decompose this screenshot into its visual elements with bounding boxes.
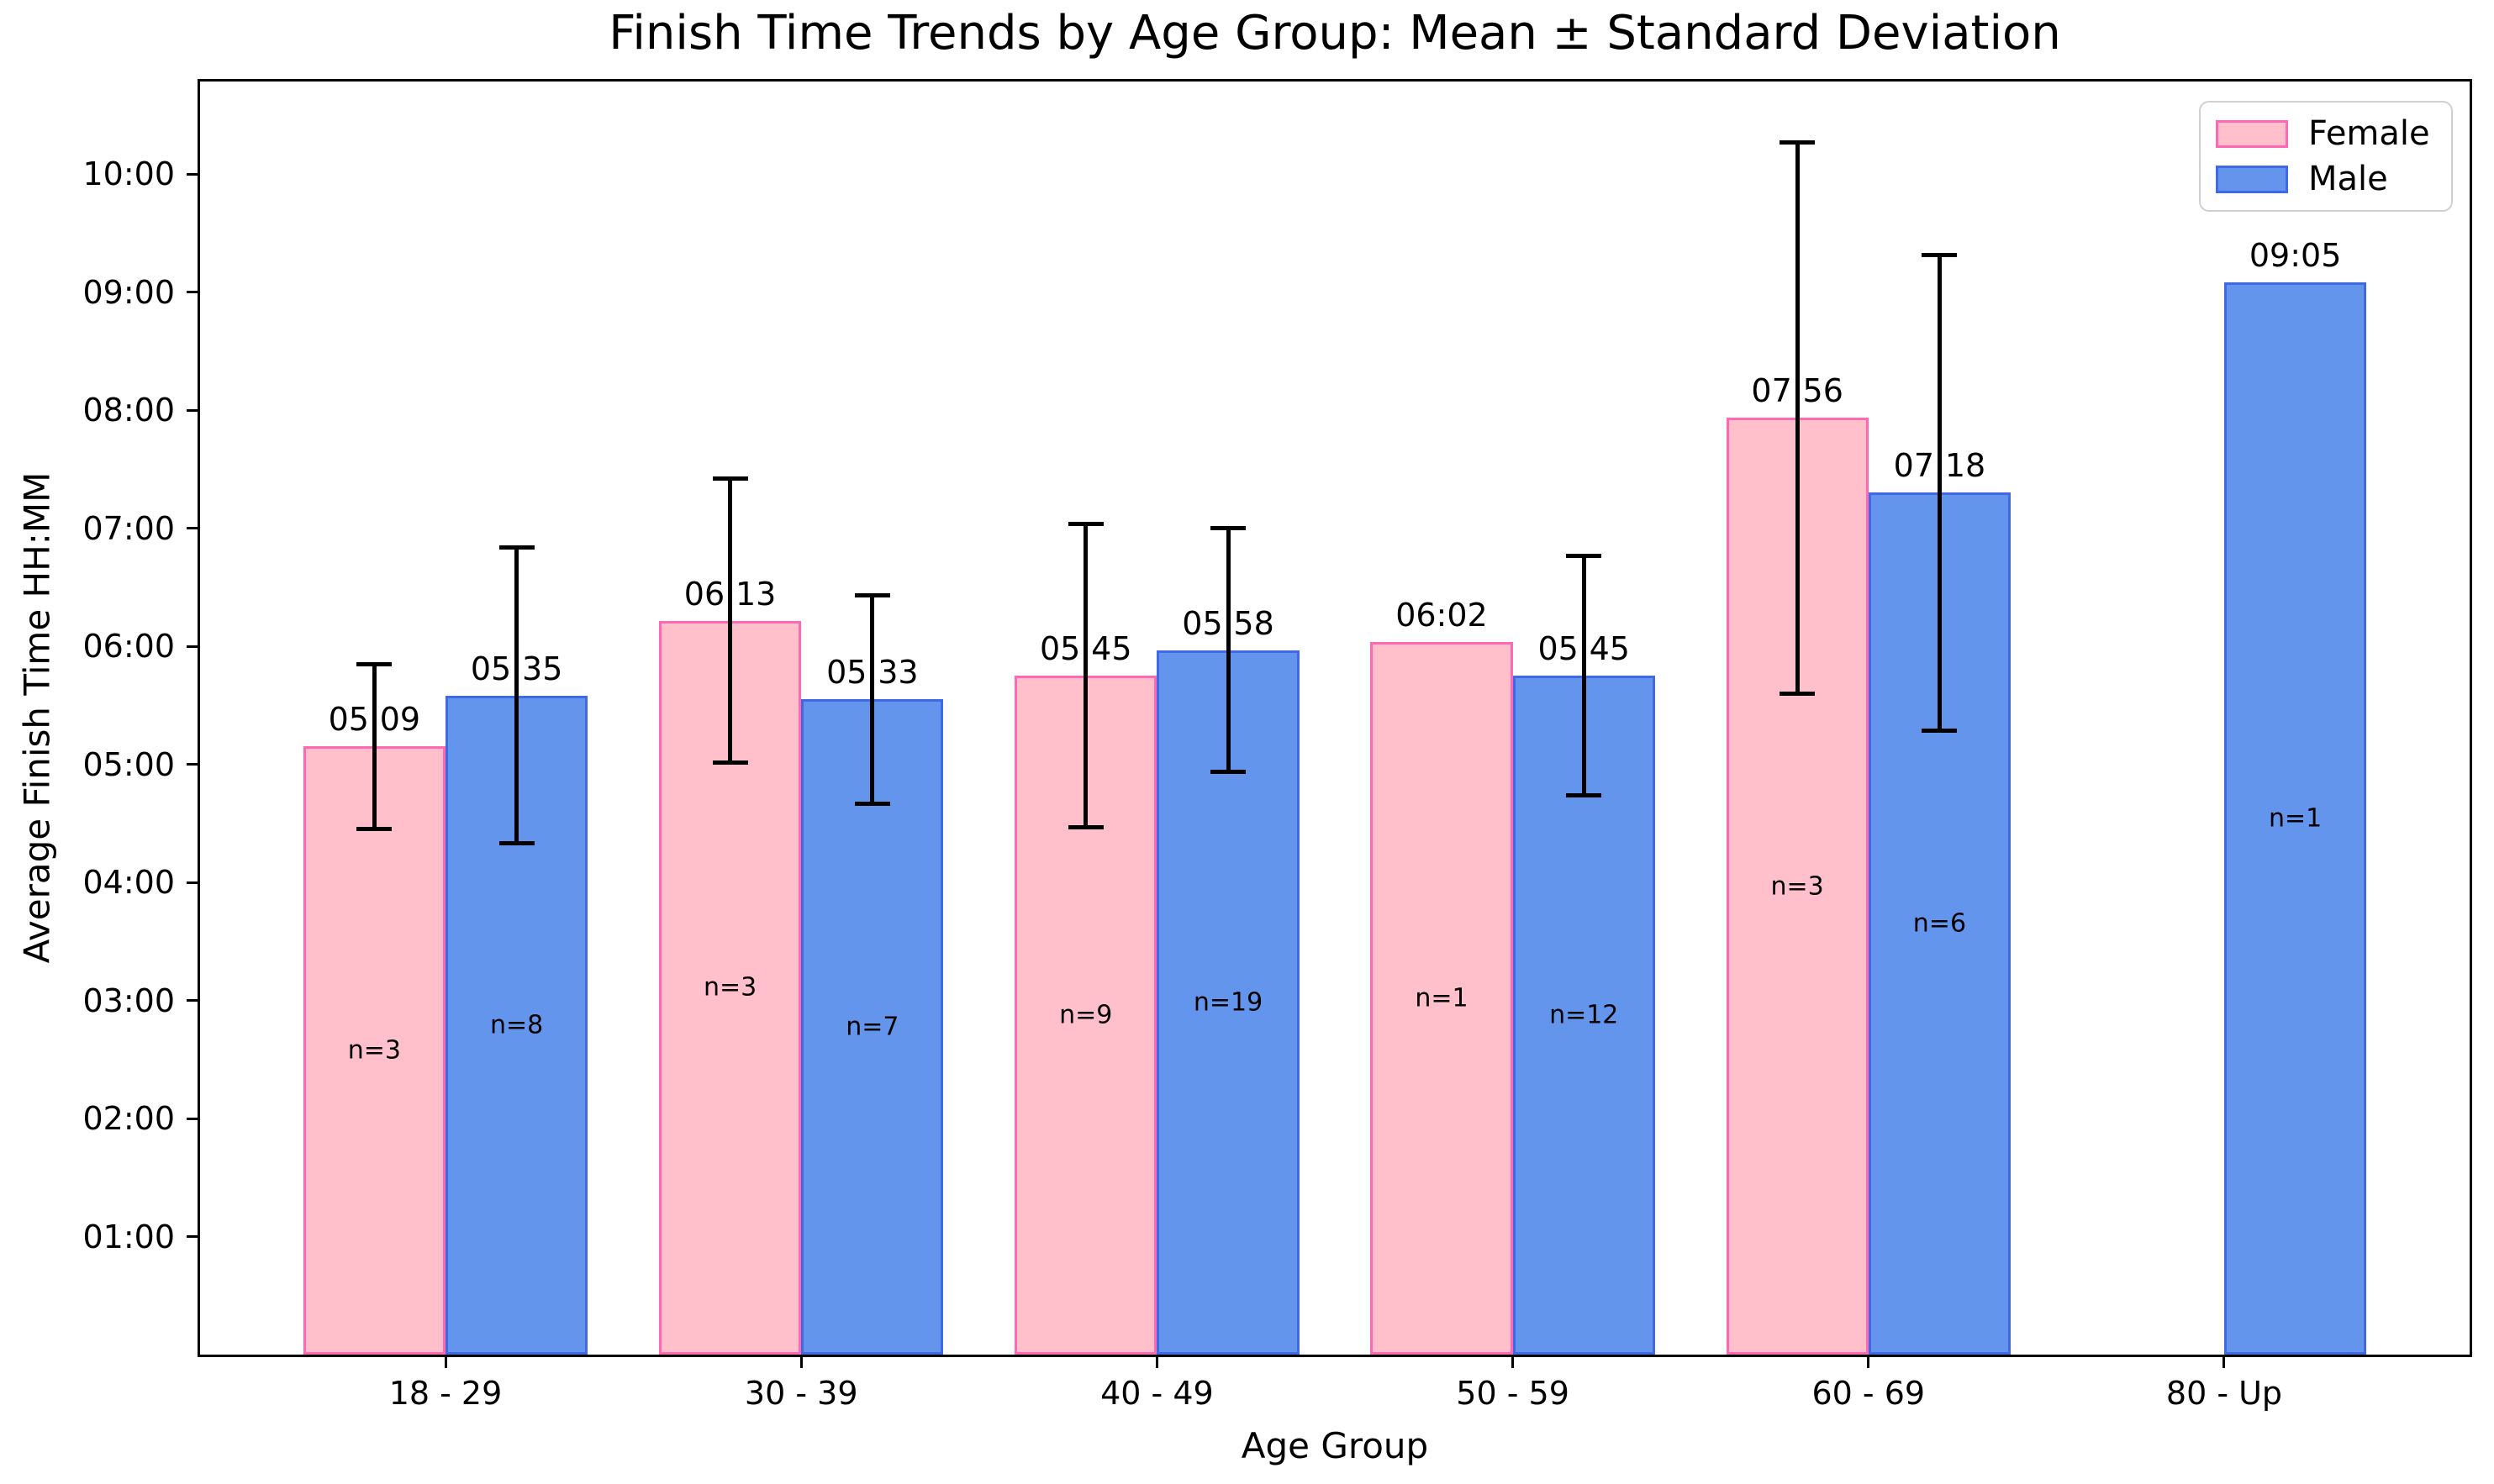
error-bar-cap-bottom (356, 827, 393, 832)
error-bar-cap-top (854, 592, 890, 597)
error-bar (372, 664, 377, 829)
bar-male-6 (2223, 282, 2367, 1355)
error-bar (1581, 555, 1586, 796)
x-tick-mark (1511, 1355, 1515, 1368)
female-swatch-icon (2216, 119, 2288, 148)
error-bar-cap-bottom (1780, 691, 1816, 696)
error-bar-cap-bottom (854, 801, 890, 806)
error-bar (1937, 255, 1942, 731)
error-bar-cap-bottom (1210, 770, 1247, 775)
error-bar-cap-bottom (1068, 824, 1104, 829)
bar-value-label: 06:02 (1395, 597, 1488, 634)
y-tick-label: 10:00 (82, 155, 175, 193)
bar-n-label: n=12 (1549, 1000, 1619, 1030)
chart-title: Finish Time Trends by Age Group: Mean ± … (609, 6, 2061, 61)
y-tick-mark (187, 645, 200, 648)
y-tick-mark (187, 763, 200, 766)
bar-n-label: n=7 (846, 1012, 899, 1042)
x-tick-mark (444, 1355, 447, 1368)
bar-n-label: n=6 (1912, 908, 1967, 939)
bar-n-label: n=1 (1415, 983, 1468, 1013)
error-bar-cap-bottom (712, 760, 748, 765)
y-tick-mark (187, 999, 200, 1002)
bar-male-2 (801, 699, 944, 1355)
error-bar-cap-top (712, 476, 748, 482)
y-tick-mark (187, 1235, 200, 1238)
y-tick-mark (187, 291, 200, 294)
bar-n-label: n=1 (2269, 803, 2323, 834)
x-axis-label: Age Group (1241, 1425, 1429, 1466)
error-bar-cap-top (498, 545, 535, 550)
x-tick-label: 18 - 29 (388, 1375, 503, 1412)
error-bar-cap-top (356, 661, 393, 666)
x-tick-mark (1155, 1355, 1158, 1368)
x-tick-label: 50 - 59 (1456, 1375, 1569, 1412)
legend-entry-male: Male (2216, 162, 2436, 196)
bar-female-1 (303, 746, 446, 1355)
x-tick-label: 40 - 49 (1100, 1375, 1214, 1412)
bar-n-label: n=3 (1770, 871, 1824, 902)
error-bar (1226, 528, 1231, 772)
bar-value-label: 09:05 (2249, 236, 2342, 274)
y-tick-mark (187, 408, 200, 412)
legend-label-male: Male (2308, 160, 2388, 198)
error-bar (870, 595, 875, 804)
y-tick-label: 03:00 (82, 981, 175, 1019)
x-tick-label: 30 - 39 (744, 1375, 858, 1412)
y-tick-label: 09:00 (82, 273, 175, 311)
error-bar-cap-top (1780, 140, 1816, 145)
bar-n-label: n=3 (703, 972, 757, 1002)
error-bar-cap-top (1210, 526, 1247, 531)
x-tick-label: 80 - Up (2165, 1375, 2283, 1412)
plot-area: 05:09n=306:13n=305:45n=906:02n=107:56n=3… (198, 79, 2472, 1357)
error-bar (1795, 142, 1800, 694)
y-tick-mark (187, 1117, 200, 1120)
error-bar-cap-top (1566, 553, 1602, 558)
legend: Female Male (2199, 101, 2453, 212)
y-tick-mark (187, 172, 200, 176)
error-bar (514, 547, 519, 844)
error-bar-cap-bottom (498, 840, 535, 845)
male-swatch-icon (2216, 165, 2288, 193)
x-tick-mark (799, 1355, 803, 1368)
legend-entry-female: Female (2216, 117, 2436, 150)
x-tick-label: 60 - 69 (1811, 1375, 1926, 1412)
error-bar (1084, 524, 1089, 828)
error-bar-cap-bottom (1566, 793, 1602, 798)
bar-female-3 (1015, 676, 1157, 1355)
bar-n-label: n=19 (1193, 987, 1263, 1018)
error-bar-cap-bottom (1922, 729, 1958, 734)
y-tick-mark (187, 881, 200, 884)
y-tick-label: 06:00 (82, 628, 175, 666)
x-tick-mark (1867, 1355, 1870, 1368)
bar-n-label: n=9 (1059, 1000, 1113, 1030)
error-bar-cap-top (1068, 522, 1104, 527)
y-tick-label: 02:00 (82, 1100, 175, 1137)
bar-n-label: n=3 (347, 1035, 401, 1066)
y-tick-mark (187, 527, 200, 530)
error-bar (728, 478, 733, 763)
x-tick-mark (2222, 1355, 2226, 1368)
y-tick-label: 07:00 (82, 509, 175, 547)
bar-female-4 (1370, 642, 1513, 1355)
y-tick-label: 01:00 (82, 1218, 175, 1255)
y-tick-label: 08:00 (82, 392, 175, 429)
y-tick-label: 05:00 (82, 745, 175, 783)
error-bar-cap-top (1922, 252, 1958, 257)
legend-label-female: Female (2308, 114, 2430, 153)
bar-n-label: n=8 (490, 1010, 544, 1040)
y-tick-label: 04:00 (82, 864, 175, 902)
